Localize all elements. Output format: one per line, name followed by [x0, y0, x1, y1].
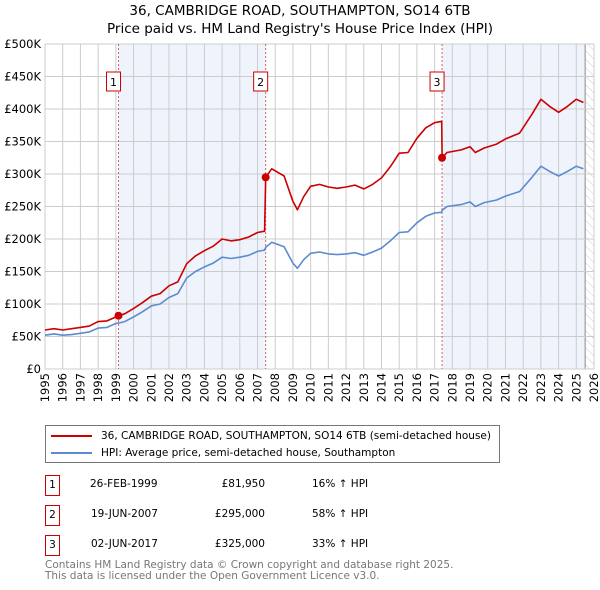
y-tick-label: £250K	[4, 200, 41, 214]
x-tick-label: 2017	[428, 373, 442, 402]
x-tick-label: 2014	[374, 373, 388, 402]
x-tick-label: 1998	[91, 373, 105, 402]
sale-price: £325,000	[214, 538, 265, 550]
legend-label-price: 36, CAMBRIDGE ROAD, SOUTHAMPTON, SO14 6T…	[101, 429, 491, 442]
x-tick-label: 1995	[38, 373, 52, 402]
title-line-1: 36, CAMBRIDGE ROAD, SOUTHAMPTON, SO14 6T…	[129, 3, 471, 19]
sale-date: 19-JUN-2007	[91, 508, 158, 520]
x-tick-label: 2013	[357, 373, 371, 402]
footer-attribution: Contains HM Land Registry data © Crown c…	[45, 560, 453, 581]
x-tick-label: 2024	[552, 373, 566, 402]
y-tick-label: £500K	[4, 37, 41, 51]
x-tick-label: 1999	[109, 373, 123, 402]
sale-number-badge: 2	[45, 505, 60, 526]
sale-number-badge: 3	[45, 535, 60, 556]
sale-label-box	[253, 71, 269, 92]
sale-price: £295,000	[214, 508, 265, 520]
sale-hpi-diff: 33% ↑ HPI	[312, 538, 369, 550]
sale-point	[261, 173, 270, 182]
x-tick-label: 2006	[233, 373, 247, 402]
sale-label-number: 1	[110, 76, 117, 89]
x-tick-label: 2000	[127, 373, 141, 402]
sale-label-number: 2	[257, 76, 264, 89]
sale-hpi-diff: 16% ↑ HPI	[312, 478, 369, 490]
sale-date: 02-JUN-2017	[91, 538, 158, 550]
x-tick-label: 2026	[587, 373, 600, 402]
x-tick-label: 2003	[180, 373, 194, 402]
x-tick-label: 2016	[410, 373, 424, 402]
x-tick-label: 2008	[268, 373, 282, 402]
x-tick-label: 2005	[215, 373, 229, 402]
y-tick-label: £150K	[4, 265, 41, 279]
sale-date: 26-FEB-1999	[90, 478, 158, 490]
y-tick-label: £300K	[4, 167, 41, 181]
sale-point	[114, 311, 123, 320]
legend-item-hpi: HPI: Average price, semi-detached house,…	[46, 444, 395, 461]
y-tick-label: £400K	[4, 102, 41, 116]
x-tick-label: 2015	[392, 373, 406, 402]
x-tick-label: 2022	[516, 373, 530, 402]
legend-item-price: 36, CAMBRIDGE ROAD, SOUTHAMPTON, SO14 6T…	[46, 427, 491, 444]
chart-title: 36, CAMBRIDGE ROAD, SOUTHAMPTON, SO14 6T…	[0, 2, 600, 38]
y-tick-label: £0	[26, 362, 41, 376]
x-tick-label: 2004	[197, 373, 211, 402]
x-tick-label: 2002	[162, 373, 176, 402]
sale-hpi-diff: 58% ↑ HPI	[312, 508, 369, 520]
series-line	[44, 98, 584, 331]
y-tick-label: £200K	[4, 232, 41, 246]
sale-label-box	[105, 71, 121, 92]
x-tick-label: 2020	[481, 373, 495, 402]
x-tick-label: 2025	[569, 373, 583, 402]
sale-label-number: 3	[434, 76, 441, 89]
legend-label-hpi: HPI: Average price, semi-detached house,…	[101, 446, 396, 459]
x-tick-label: 2011	[321, 373, 335, 402]
x-tick-label: 2019	[463, 373, 477, 402]
x-tick-label: 2018	[445, 373, 459, 402]
y-tick-label: £50K	[12, 330, 42, 344]
series-line	[44, 165, 584, 336]
legend-swatch-price	[51, 434, 92, 437]
sale-point	[438, 153, 447, 162]
x-tick-label: 2007	[251, 373, 265, 402]
x-tick-label: 2009	[286, 373, 300, 402]
y-tick-label: £450K	[4, 70, 41, 84]
x-tick-label: 2012	[339, 373, 353, 402]
x-tick-label: 1996	[56, 373, 70, 402]
x-tick-label: 2021	[498, 373, 512, 402]
footer-line-1: Contains HM Land Registry data © Crown c…	[45, 559, 454, 571]
x-tick-label: 1997	[73, 373, 87, 402]
legend-swatch-hpi	[51, 451, 92, 454]
x-tick-label: 2010	[304, 373, 318, 402]
price-chart: 1995 1996 1997 1998 1999 2000 2001 2002 2003 2004…	[4, 37, 600, 402]
y-tick-label: £350K	[4, 135, 41, 149]
sale-number-badge: 1	[45, 475, 60, 496]
x-tick-label: 2001	[144, 373, 158, 402]
sale-price: £81,950	[221, 478, 265, 490]
x-tick-label: 2023	[534, 373, 548, 402]
legend: 36, CAMBRIDGE ROAD, SOUTHAMPTON, SO14 6T…	[45, 425, 500, 463]
title-line-2: Price paid vs. HM Land Registry's House …	[107, 21, 493, 37]
footer-line-2: This data is licensed under the Open Gov…	[45, 569, 380, 582]
y-tick-label: £100K	[4, 297, 41, 311]
sale-label-box	[429, 71, 445, 92]
